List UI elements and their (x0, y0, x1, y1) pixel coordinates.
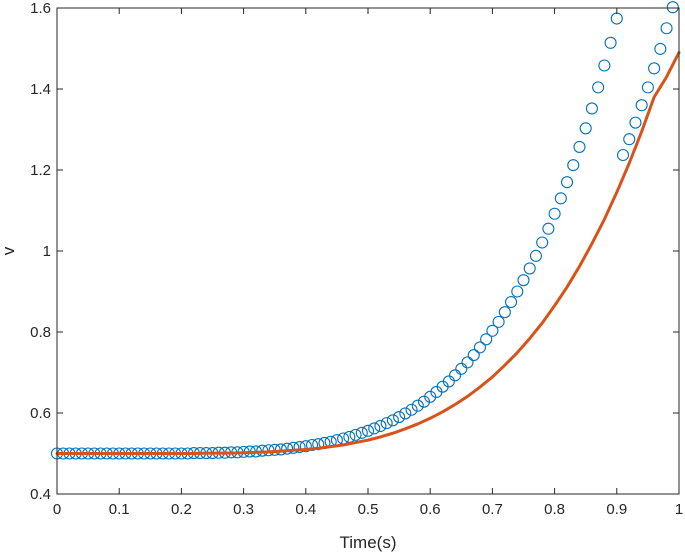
scatter-point (579, 122, 592, 135)
scatter-point (455, 362, 468, 375)
scatter-point (616, 148, 630, 162)
scatter-point (536, 236, 549, 249)
scatter-point (492, 315, 505, 328)
scatter-point (585, 102, 598, 115)
scatter-point (654, 42, 667, 55)
series-layer (50, 1, 681, 460)
y-tick-label: 0.4 (30, 486, 51, 503)
x-tick-label: 0.2 (171, 501, 192, 518)
scatter-point (529, 249, 542, 262)
scatter-point (355, 426, 368, 439)
x-tick-label: 0.6 (420, 501, 441, 518)
y-tick-label: 0.6 (30, 405, 51, 422)
scatter-point (399, 407, 412, 420)
scatter-point (560, 176, 574, 189)
scatter-point (523, 262, 536, 275)
scatter-point (567, 159, 580, 172)
scatter-point (417, 395, 431, 408)
scatter-point (592, 81, 605, 94)
x-tick-label: 0.7 (482, 501, 503, 518)
scatter-point (374, 419, 387, 433)
scatter-point (380, 417, 393, 430)
scatter-point (598, 59, 611, 72)
scatter-point (467, 349, 480, 362)
scatter-point (629, 116, 642, 129)
scatter-point (498, 306, 511, 319)
scatter-point (623, 133, 636, 146)
scatter-point (305, 438, 319, 452)
scatter-point (635, 99, 648, 112)
x-tick-label: 0.1 (109, 501, 130, 518)
scatter-point (517, 274, 530, 287)
x-axis-title: Time(s) (340, 533, 397, 552)
scatter-point (554, 192, 567, 205)
scatter-point (604, 36, 617, 49)
scatter-point (424, 390, 437, 403)
x-tick-label: 0.4 (295, 501, 316, 518)
scatter-point (473, 341, 487, 354)
scatter-point (542, 222, 555, 235)
y-tick-label: 0.8 (30, 324, 51, 341)
scatter-point (486, 324, 499, 337)
scatter-point (660, 22, 673, 35)
scatter-point (411, 399, 424, 412)
scatter-point (361, 424, 375, 437)
x-tick-label: 0.9 (606, 501, 627, 518)
scatter-point (293, 440, 306, 454)
scatter-point (281, 442, 294, 455)
y-tick-label: 1.4 (30, 81, 51, 98)
x-tick-label: 0 (53, 501, 61, 518)
scatter-point (368, 422, 381, 435)
scatter-point (573, 140, 586, 153)
scatter-point (511, 285, 524, 298)
x-tick-label: 0.5 (358, 501, 379, 518)
scatter-point (548, 207, 561, 220)
y-tick-label: 1.2 (30, 162, 51, 179)
x-tick-label: 1 (675, 501, 683, 518)
x-tick-label: 0.8 (544, 501, 565, 518)
fit-line (55, 51, 681, 455)
scatter-point (449, 369, 462, 382)
scatter-point (666, 1, 679, 14)
scatter-point (480, 333, 493, 346)
ticks-layer: 0 0.1 0.2 0.3 0.4 0.5 0.6 0.7 0.8 0.9 1 0.4 0.6 0.8 1 1… (30, 0, 683, 518)
scatter-point (648, 62, 661, 75)
y-tick-label: 1.6 (30, 0, 51, 17)
scatter-point (386, 414, 399, 427)
scatter-point (505, 295, 518, 309)
scatter-point (641, 81, 654, 94)
y-axis-title: v (0, 246, 18, 255)
scatter-point (393, 410, 406, 424)
scatter-point (461, 356, 474, 369)
scatter-point (299, 440, 312, 453)
scatter-point (442, 375, 455, 388)
scatter-point (349, 428, 362, 441)
x-tick-label: 0.3 (233, 501, 254, 518)
scatter-point (405, 403, 418, 416)
y-tick-label: 1 (43, 243, 51, 260)
plot-area (57, 8, 679, 494)
scatter-point (287, 441, 300, 454)
